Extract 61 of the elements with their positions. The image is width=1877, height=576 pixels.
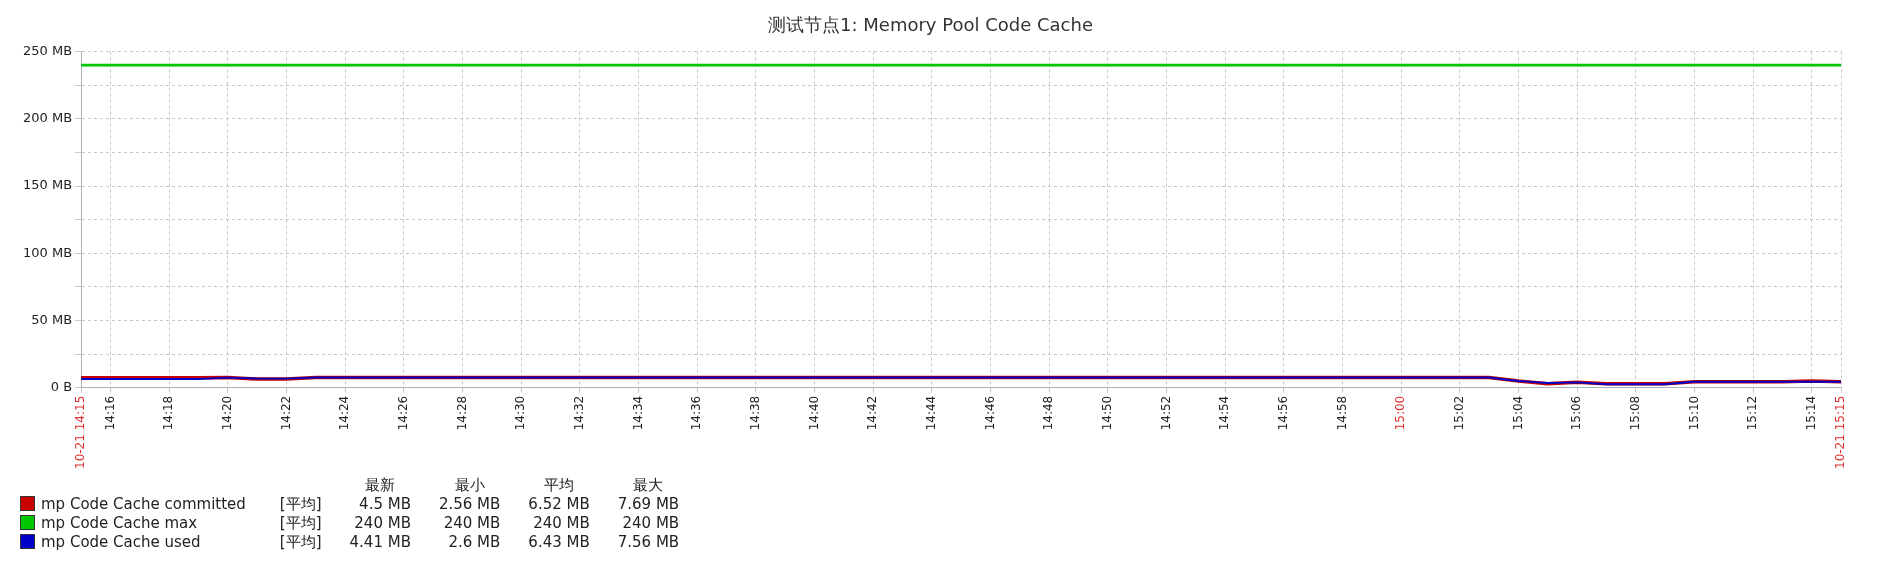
text: 2.6 MB [447,533,502,552]
text: [平均] [278,514,323,533]
text: 4.41 MB [348,533,412,552]
x-tick-label: 15:00 [1393,395,1408,431]
x-tick-label: 15:10 [1686,395,1701,431]
text: 7.69 MB [616,495,681,514]
y-tick-label: 200 MB [22,110,73,126]
x-tick-label: 14:46 [982,395,997,431]
x-tick-label: 14:44 [923,395,938,431]
x-tick-label: 15:06 [1569,395,1584,431]
x-tick-label: 14:30 [513,395,528,431]
x-tick-label: 14:38 [747,395,762,431]
x-tick-label: 14:16 [102,395,117,431]
text: 4.5 MB [358,495,412,514]
x-tick-label: 14:26 [395,395,410,431]
x-tick-label: 14:52 [1158,395,1173,431]
x-tick-label: 14:56 [1275,395,1290,431]
x-tick-label: 15:14 [1803,395,1818,431]
text: 240 MB [621,514,681,533]
text: 6.43 MB [527,533,591,552]
y-tick-label: 0 B [50,379,73,395]
x-tick-label: 15:12 [1745,395,1760,431]
legend-label: mp Code Cache committed [41,495,246,513]
y-tick-label: 50 MB [31,311,73,327]
x-tick-label: 14:40 [806,395,821,431]
text: 240 MB [353,514,412,533]
x-tick-label: 14:34 [630,395,645,431]
chart-title: 测试节点1: Memory Pool Code Cache [768,14,1093,36]
x-tick-label: 14:36 [689,395,704,431]
x-tick-label: 15:02 [1451,395,1466,431]
text: 240 MB [442,514,502,533]
x-tick-label: 14:50 [1099,395,1114,431]
x-tick-label: 15:04 [1510,395,1525,431]
text: [平均] [278,495,323,514]
text: 7.56 MB [616,533,681,552]
x-tick-label: 14:32 [571,395,586,431]
x-tick-label: 14:24 [337,395,352,431]
x-tick-label: 14:54 [1217,395,1232,431]
y-tick-label: 100 MB [22,244,73,260]
x-tick-label: 14:42 [865,395,880,431]
text: 240 MB [532,514,591,533]
x-tick-label: 14:20 [219,395,234,431]
text: 最小 [453,476,486,495]
x-tick-label: 14:48 [1041,395,1056,431]
y-tick-label: 250 MB [22,42,73,58]
x-tick-label: 14:28 [454,395,469,431]
text: 平均 [543,476,576,495]
x-tick-label: 14:58 [1334,395,1349,431]
x-tick-label: 14:18 [161,395,176,431]
x-tick-label: 15:08 [1627,395,1642,431]
text: [平均] [278,533,323,552]
x-tick-label: 10-21 15:15 [1833,395,1848,469]
x-tick-label: 10-21 14:15 [73,395,88,469]
text: 最大 [632,476,665,495]
text: 最新 [364,476,397,495]
text: 6.52 MB [527,495,591,514]
y-tick-label: 150 MB [22,177,73,193]
legend-label: mp Code Cache max [41,514,198,532]
legend-label: mp Code Cache used [41,533,201,551]
x-tick-label: 14:22 [278,395,293,431]
text: 2.56 MB [437,495,502,514]
